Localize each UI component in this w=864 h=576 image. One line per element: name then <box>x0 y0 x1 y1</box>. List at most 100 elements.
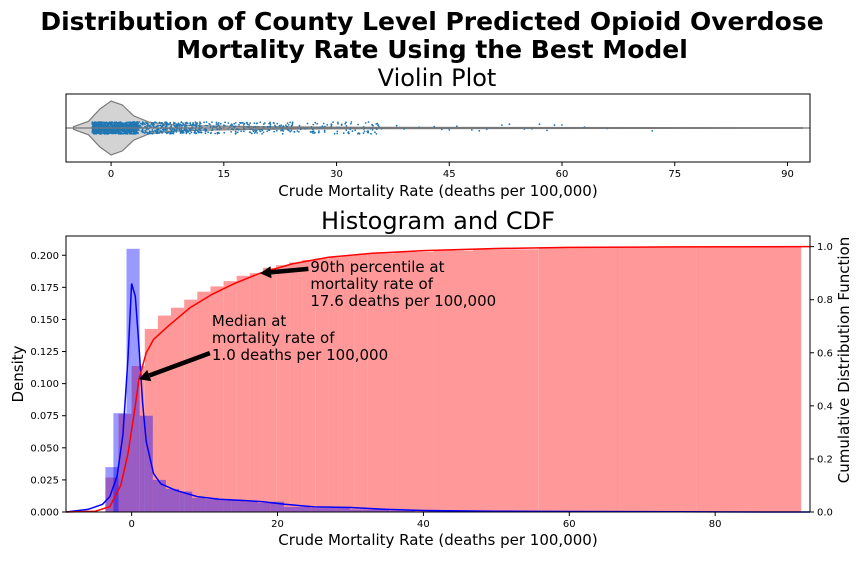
violin-point <box>100 130 103 133</box>
violin-point <box>174 129 176 132</box>
violin-point <box>259 130 262 133</box>
violin-point <box>253 132 256 134</box>
annotation-text-line: 17.6 deaths per 100,000 <box>310 292 496 310</box>
violin-outlier-point <box>395 124 398 127</box>
violin-point <box>370 132 372 135</box>
violin-x-axis: 0 15 30 45 60 75 90 <box>108 162 794 180</box>
violin-x-tick-label: 0 <box>108 169 114 180</box>
violin-point <box>208 123 211 125</box>
violin-point <box>336 132 339 135</box>
violin-point <box>336 130 339 133</box>
violin-point <box>224 121 227 124</box>
cdf-bar <box>394 251 434 512</box>
violin-point <box>211 128 214 131</box>
violin-point <box>130 124 133 126</box>
violin-point <box>130 122 133 125</box>
histogram-y-tick-label: 0.100 <box>30 379 59 390</box>
violin-point <box>189 130 192 132</box>
violin-point <box>99 124 102 127</box>
violin-point <box>252 129 254 131</box>
violin-point <box>158 121 161 124</box>
violin-point <box>324 125 326 128</box>
violin-point <box>183 125 186 128</box>
density-bar <box>257 503 271 512</box>
violin-point <box>185 132 188 135</box>
density-bar <box>310 508 324 512</box>
density-bar <box>152 479 166 512</box>
violin-point <box>282 125 285 128</box>
violin-point <box>185 125 188 127</box>
violin-point <box>266 130 269 133</box>
violin-point <box>134 130 137 133</box>
violin-point <box>197 130 199 133</box>
violin-frame <box>65 93 811 163</box>
cdf-bar <box>315 258 329 512</box>
violin-point <box>255 129 258 132</box>
violin-point <box>111 129 114 132</box>
violin-point <box>310 126 313 128</box>
violin-point <box>203 121 206 124</box>
histogram-x-tick-label: 60 <box>563 519 576 530</box>
violin-point <box>259 121 262 123</box>
violin-point <box>263 122 266 124</box>
violin-point <box>169 122 172 125</box>
violin-point <box>198 123 201 125</box>
violin-outlier-point <box>651 130 654 132</box>
violin-point <box>103 130 106 132</box>
violin-outlier-point <box>508 123 511 126</box>
violin-point <box>165 131 167 134</box>
violin-point <box>143 132 146 135</box>
violin-point <box>318 130 320 133</box>
violin-point <box>252 130 255 133</box>
violin-point <box>93 132 96 135</box>
violin-point <box>374 131 376 134</box>
violin-point <box>280 129 282 132</box>
violin-x-tick-label: 15 <box>217 169 230 180</box>
violin-point <box>179 125 181 128</box>
violin-point <box>166 129 168 131</box>
violin-point <box>171 132 174 135</box>
violin-point <box>138 121 141 123</box>
violin-point <box>230 131 233 133</box>
figure-title-line1: Distribution of County Level Predicted O… <box>40 7 823 36</box>
violin-point <box>261 133 263 135</box>
violin-point <box>211 121 213 124</box>
violin-point <box>205 121 208 123</box>
violin-point <box>131 132 134 135</box>
violin-point <box>190 124 193 127</box>
cdf-bar <box>538 247 618 512</box>
violin-point <box>134 133 137 135</box>
violin-point <box>375 133 378 135</box>
cdf-bar <box>276 265 290 512</box>
violin-point <box>351 130 354 133</box>
histogram-y-tick-label: 0.125 <box>30 347 59 358</box>
violin-point <box>357 123 359 126</box>
violin-point <box>161 130 163 133</box>
violin-point <box>205 129 208 131</box>
annotation-text-line: mortality rate of <box>212 329 335 347</box>
violin-point <box>145 122 148 124</box>
violin-point <box>106 124 108 126</box>
violin-outlier-point <box>553 124 556 127</box>
violin-point <box>159 130 162 133</box>
violin-point <box>144 131 147 133</box>
violin-point <box>121 129 124 132</box>
violin-point <box>316 122 319 125</box>
violin-point <box>246 123 249 126</box>
violin-point <box>175 123 178 126</box>
violin-point <box>275 129 278 132</box>
density-bar <box>402 510 416 512</box>
violin-point <box>116 122 119 124</box>
violin-x-tick-label: 75 <box>668 169 681 180</box>
violin-point <box>156 124 159 127</box>
violin-point <box>200 131 203 134</box>
violin-point <box>378 125 380 128</box>
violin-point <box>241 121 244 124</box>
violin-point <box>364 122 367 124</box>
violin-point <box>299 128 302 131</box>
violin-point <box>156 130 159 132</box>
cdf-bar <box>473 249 539 513</box>
violin-point <box>95 132 98 135</box>
violin-point <box>151 129 154 131</box>
violin-point <box>249 131 252 134</box>
